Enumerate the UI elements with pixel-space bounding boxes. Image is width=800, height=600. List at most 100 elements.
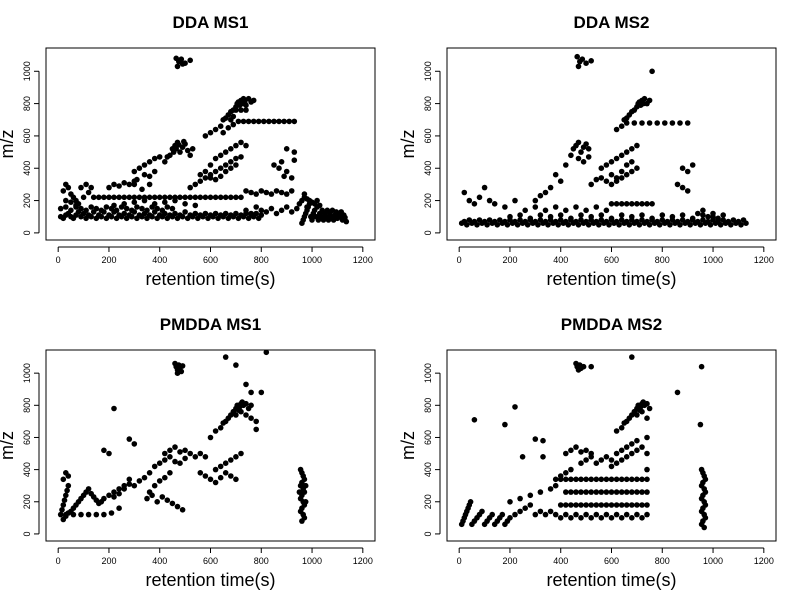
data-point [136,478,143,484]
panel-3: PMDDA MS1 0 200 400 600 800 1000 1200 retention … [0,315,376,590]
chart-title: PMDDA MS1 [160,315,261,334]
data-point [649,215,655,222]
data-point [233,155,239,162]
data-point [162,199,168,205]
data-point [126,476,133,483]
data-point [613,178,620,184]
data-point [634,437,640,444]
y-tick-label: 0 [22,230,32,235]
data-point [283,204,290,210]
data-point [608,201,615,207]
data-point [491,201,498,207]
data-point [588,58,594,64]
data-point [111,489,117,495]
scatter-points [458,354,709,531]
data-point [151,168,158,175]
data-point [167,470,173,476]
data-point [634,511,640,518]
data-point [517,508,523,515]
x-axis-label: retention time(s) [546,269,676,289]
data-point [629,515,635,521]
data-point [111,181,117,188]
data-point [623,511,630,518]
data-point [278,207,285,214]
y-tick-label: 0 [423,531,433,536]
x-tick-label: 600 [604,255,619,265]
data-point [177,460,183,467]
data-point [623,502,630,508]
data-point [101,495,107,502]
data-point [568,476,574,483]
data-point [64,487,70,494]
data-point [555,222,561,228]
data-point [583,141,589,147]
data-point [623,120,630,126]
data-point [707,222,714,228]
data-point [302,482,309,489]
data-point [65,184,72,191]
data-point [623,201,630,207]
data-point [667,222,673,228]
data-point [512,511,518,518]
data-point [141,197,148,204]
data-point [59,507,65,513]
x-tick-label: 200 [502,255,517,265]
panel-1: DDA MS1 0 200 400 600 800 1000 1200 retention ti… [0,13,376,289]
data-point [689,162,696,168]
data-point [149,213,155,220]
y-tick-label: 1000 [22,363,32,383]
data-point [697,222,704,228]
data-point [248,389,254,396]
data-point [179,363,186,369]
data-point [557,502,564,508]
data-point [598,502,605,508]
x-tick-label: 800 [655,556,670,566]
data-point [68,207,74,214]
data-point [268,191,275,197]
data-point [613,476,620,483]
data-point [263,349,270,356]
data-point [471,417,478,423]
x-tick-label: 1000 [703,556,723,566]
data-point [131,168,138,175]
data-point [679,184,686,191]
data-point [172,210,178,217]
plot-box [446,349,777,542]
data-point [98,213,105,220]
data-point [583,476,589,483]
data-point [266,118,272,125]
data-point [629,441,635,447]
data-point [184,147,191,154]
data-point [233,194,239,201]
data-point [179,213,186,220]
data-point [299,518,305,524]
data-point [585,154,592,160]
data-point [507,515,513,521]
data-point [517,495,523,502]
data-point [649,201,655,207]
data-point [174,370,181,377]
data-point [159,207,166,214]
x-tick-label: 1200 [754,255,774,265]
data-point [618,168,625,175]
data-point [563,511,569,518]
panel-2: DDA MS2 0 200 400 600 800 1000 1200 retention ti… [398,13,777,289]
data-point [583,502,589,508]
data-point [563,489,569,495]
data-point [294,205,300,212]
data-point [263,189,270,196]
data-point [588,454,594,460]
data-point [233,142,239,149]
data-point [106,194,112,201]
y-tick-label: 400 [22,462,32,477]
data-point [255,118,262,125]
data-point [461,189,468,196]
data-point [580,363,587,370]
data-point [113,207,120,214]
data-point [222,470,229,476]
data-point [253,426,259,433]
data-point [139,205,145,212]
data-point [618,447,625,454]
data-point [644,511,650,518]
data-point [507,499,513,505]
